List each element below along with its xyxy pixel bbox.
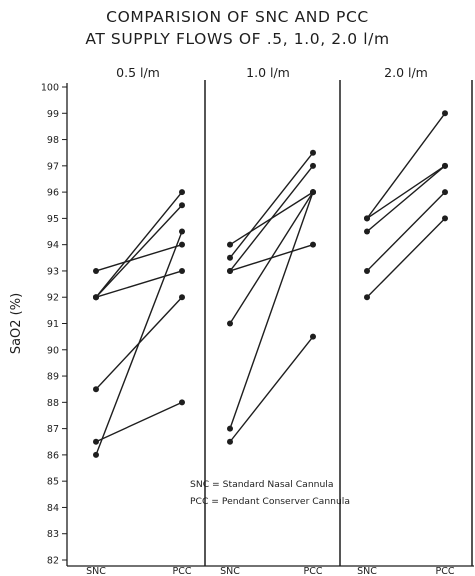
pcc-data-point [442, 110, 448, 117]
y-tick-label: 88 [47, 398, 59, 409]
y-tick-label: 93 [47, 266, 59, 277]
y-tick-label: 95 [47, 214, 59, 225]
patient-line [366, 217, 446, 298]
y-tick-label: 96 [47, 188, 59, 199]
snc-data-point [93, 267, 99, 274]
pcc-data-point [179, 228, 185, 235]
patient-line [95, 270, 183, 298]
patient-line [229, 191, 314, 429]
patient-line [366, 165, 446, 219]
pcc-data-point [310, 333, 316, 340]
pcc-data-point [179, 294, 185, 301]
snc-data-point [364, 228, 370, 235]
x-category-label: PCC [436, 566, 455, 576]
patient-line [95, 231, 183, 456]
patient-line [95, 401, 183, 443]
pcc-data-point [310, 189, 316, 196]
pcc-data-point [179, 399, 185, 406]
pcc-data-point [442, 162, 448, 169]
patient-line [229, 165, 314, 272]
y-tick-label: 85 [47, 477, 59, 488]
snc-data-point [364, 215, 370, 222]
pcc-data-point [179, 189, 185, 196]
y-tick-label: 98 [47, 135, 59, 146]
snc-data-point [93, 294, 99, 301]
pcc-data-point [442, 189, 448, 196]
patient-line [229, 336, 314, 443]
y-axis-title: SaO2 (%) [9, 293, 24, 354]
pcc-data-point [179, 202, 185, 209]
x-category-label: SNC [357, 566, 377, 576]
patient-line [366, 165, 446, 233]
snc-data-point [227, 254, 233, 261]
y-tick-label: 84 [47, 503, 59, 514]
snc-data-point [227, 241, 233, 248]
y-tick-label: 99 [47, 109, 59, 120]
snc-data-point [364, 294, 370, 301]
chart-title-line-2: AT SUPPLY FLOWS OF .5, 1.0, 2.0 l/m [85, 30, 390, 48]
pcc-data-point [310, 149, 316, 156]
panel-flow-label: 0.5 l/m [116, 65, 160, 80]
pcc-data-point [442, 215, 448, 222]
x-category-label: PCC [304, 566, 323, 576]
snc-data-point [93, 386, 99, 393]
pcc-data-point [310, 162, 316, 169]
patient-line [95, 191, 183, 298]
snc-data-point [364, 267, 370, 274]
x-category-label: SNC [220, 566, 240, 576]
patient-line [95, 243, 183, 272]
patient-line [229, 191, 314, 324]
legend-entry: PCC = Pendant Conserver Cannula [190, 496, 350, 507]
y-tick-label: 86 [47, 450, 59, 461]
snc-data-point [227, 438, 233, 445]
pcc-data-point [310, 241, 316, 248]
y-tick-label: 82 [47, 556, 59, 567]
y-tick-label: 87 [47, 424, 59, 435]
y-tick-label: 100 [41, 83, 59, 94]
y-tick-label: 92 [47, 293, 59, 304]
legend-entry: SNC = Standard Nasal Cannula [190, 479, 333, 490]
snc-data-point [227, 320, 233, 327]
snc-data-point [227, 267, 233, 274]
panel-flow-label: 1.0 l/m [246, 65, 290, 80]
panel-flow-label: 2.0 l/m [384, 65, 428, 80]
patient-line [366, 191, 446, 272]
snc-data-point [227, 425, 233, 432]
patient-line [229, 152, 314, 259]
y-tick-label: 94 [47, 240, 59, 251]
y-tick-label: 91 [47, 319, 59, 330]
y-tick-label: 83 [47, 529, 59, 540]
x-category-label: PCC [173, 566, 192, 576]
y-tick-label: 90 [47, 345, 59, 356]
snc-data-point [93, 438, 99, 445]
snc-data-point [93, 451, 99, 458]
pcc-data-point [179, 267, 185, 274]
x-category-label: SNC [86, 566, 106, 576]
y-tick-label: 97 [47, 161, 59, 172]
y-tick-label: 89 [47, 372, 59, 383]
pcc-data-point [179, 241, 185, 248]
patient-line [366, 112, 446, 219]
patient-line [95, 204, 183, 298]
chart-title-line-1: COMPARISION OF SNC AND PCC [106, 8, 369, 26]
